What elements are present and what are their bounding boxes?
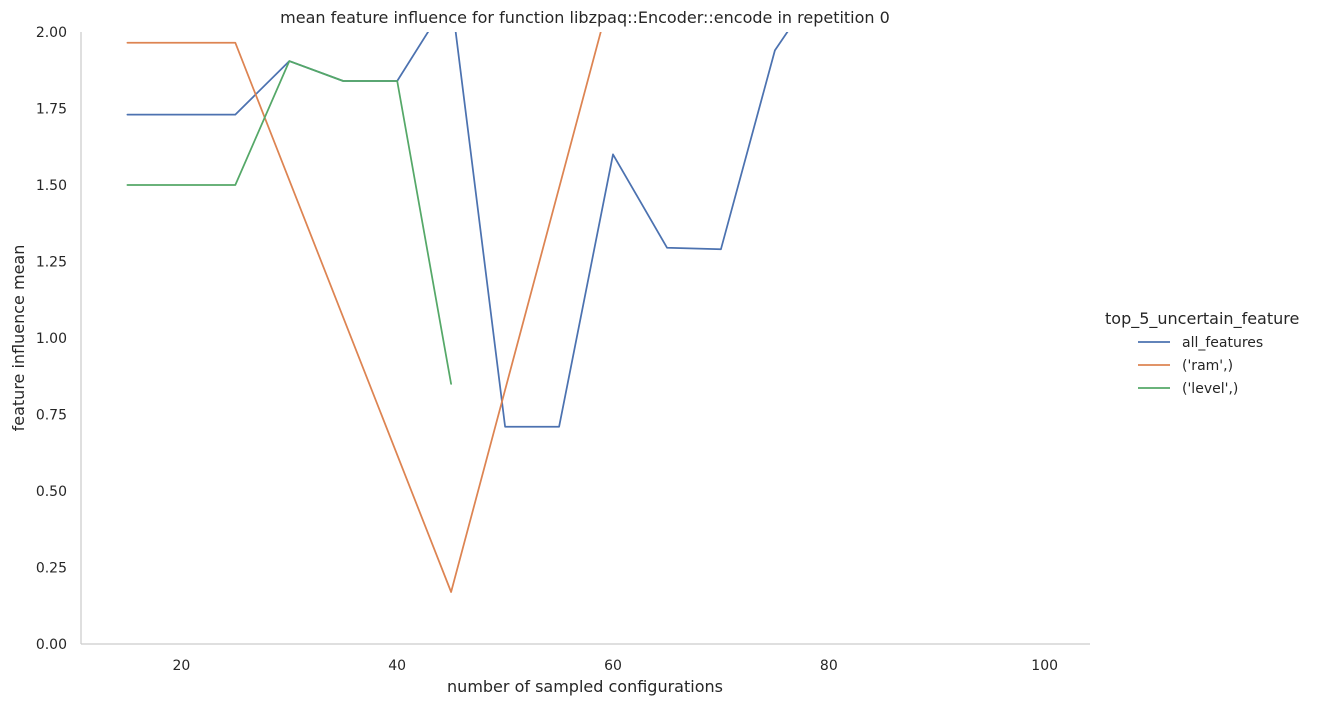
x-tick-label: 60 bbox=[604, 658, 622, 674]
y-axis-title: feature influence mean bbox=[9, 245, 28, 432]
y-tick-label: 0.25 bbox=[36, 561, 67, 577]
y-tick-label: 2.00 bbox=[36, 25, 67, 41]
chart-title: mean feature influence for function libz… bbox=[280, 8, 890, 27]
y-tick-label: 0.00 bbox=[36, 637, 67, 653]
y-tick-label: 1.25 bbox=[36, 255, 67, 271]
y-tick-label: 0.50 bbox=[36, 484, 67, 500]
legend-items: all_features ('ram',) ('level',) bbox=[1138, 335, 1263, 397]
x-tick-label: 80 bbox=[820, 658, 838, 674]
legend-label: all_features bbox=[1182, 335, 1263, 351]
legend-label: ('ram',) bbox=[1182, 358, 1233, 374]
y-tick-label: 1.75 bbox=[36, 102, 67, 118]
x-axis-ticks: 20 40 60 80 100 bbox=[172, 658, 1058, 674]
y-tick-label: 0.75 bbox=[36, 408, 67, 424]
series-line-1 bbox=[126, 32, 602, 593]
series-line-0 bbox=[126, 32, 789, 428]
x-axis-title: number of sampled configurations bbox=[447, 677, 723, 696]
y-tick-label: 1.50 bbox=[36, 178, 67, 194]
y-axis-ticks: 0.00 0.25 0.50 0.75 1.00 1.25 1.50 1.75 2.00 bbox=[36, 25, 67, 653]
legend-title: top_5_uncertain_feature bbox=[1105, 309, 1299, 329]
legend-label: ('level',) bbox=[1182, 381, 1238, 397]
series-line-2 bbox=[126, 60, 452, 385]
series-lines bbox=[126, 32, 789, 593]
x-tick-label: 20 bbox=[172, 658, 190, 674]
x-tick-label: 40 bbox=[388, 658, 406, 674]
legend: top_5_uncertain_feature all_features ('ra… bbox=[1105, 309, 1299, 397]
y-tick-label: 1.00 bbox=[36, 331, 67, 347]
x-tick-label: 100 bbox=[1031, 658, 1058, 674]
